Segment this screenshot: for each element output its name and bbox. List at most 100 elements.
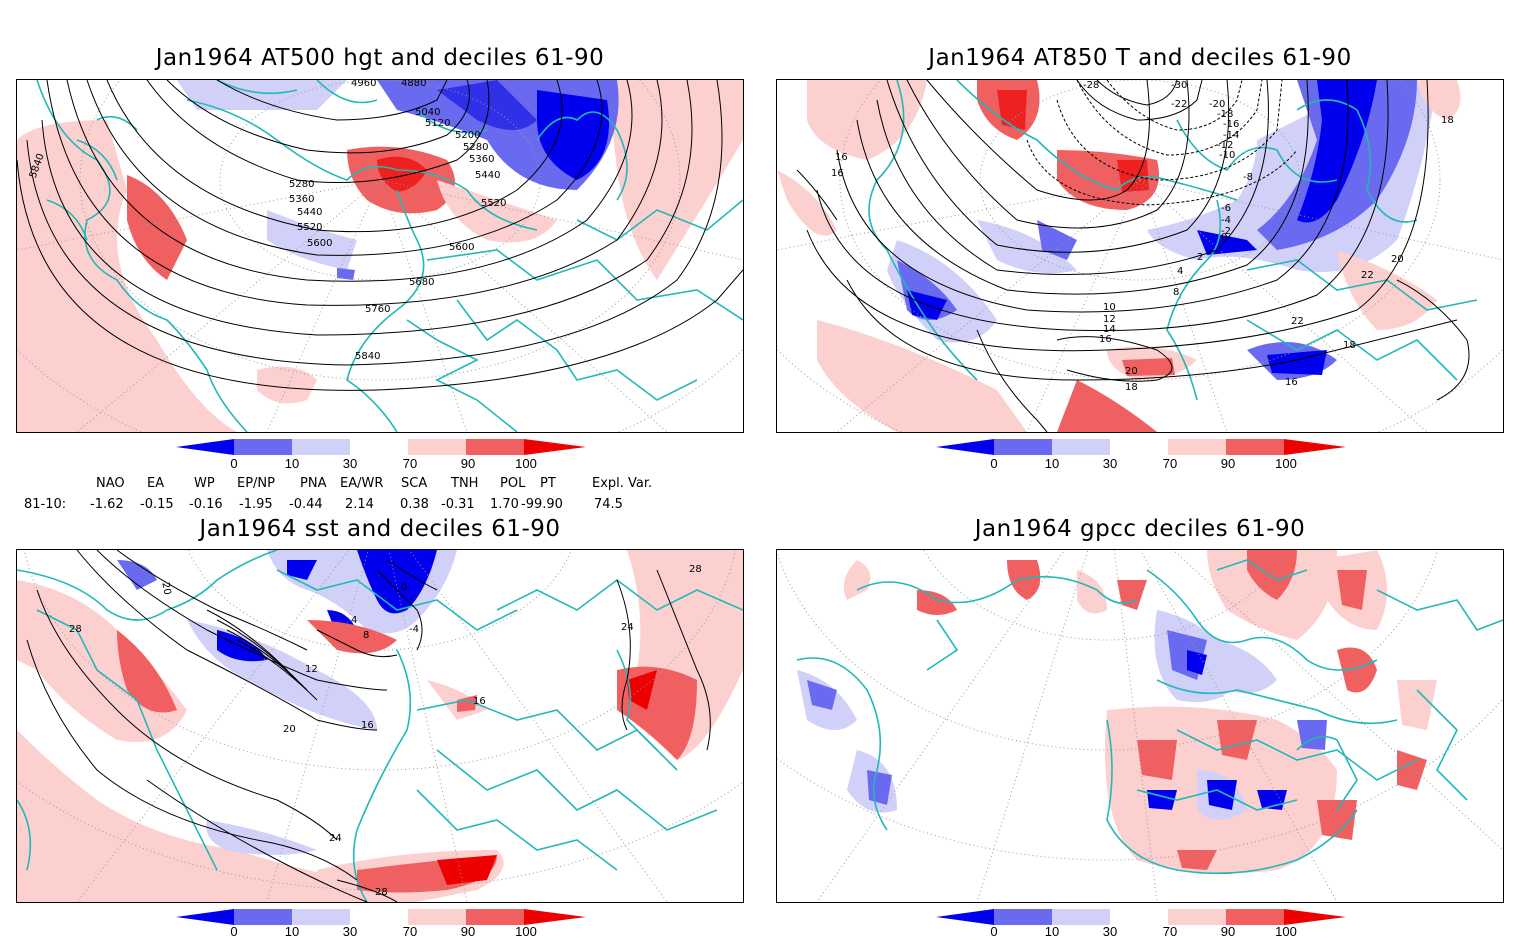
- index-value: 2.14: [345, 497, 374, 512]
- svg-text:16: 16: [473, 696, 486, 707]
- svg-text:5760: 5760: [365, 304, 390, 315]
- colorbar-tick: 70: [402, 924, 418, 939]
- map-sst: 28 20 0 4 8 12 16 20 24 28 24 28 16 -4: [16, 549, 744, 903]
- svg-text:24: 24: [621, 622, 634, 633]
- colorbar-hgt500: 0 10 30 70 90 100: [176, 438, 586, 474]
- colorbar-tick: 100: [515, 924, 537, 939]
- svg-text:5520: 5520: [297, 222, 322, 233]
- svg-text:4: 4: [1177, 266, 1183, 277]
- svg-text:12: 12: [305, 664, 318, 675]
- index-value: -1.95: [239, 497, 273, 512]
- index-row-label: 81-10:: [24, 497, 67, 512]
- temperature-contours: [796, 80, 1470, 432]
- coastlines: [36, 80, 743, 432]
- index-header: POL: [500, 476, 526, 491]
- colorbar-swatch: [350, 909, 408, 925]
- index-header: EA/WR: [340, 476, 384, 491]
- colorbar-swatch: [292, 439, 350, 455]
- map-gpcc: [776, 549, 1504, 903]
- svg-text:-4: -4: [409, 624, 419, 635]
- svg-text:-10: -10: [1219, 150, 1235, 161]
- map-t850: -28 -30 -22 -20 -18 -16 -14 -12 -10 -8 -…: [776, 79, 1504, 433]
- colorbar-swatch: [1052, 439, 1110, 455]
- colorbar-tick: 10: [284, 456, 300, 471]
- negative-contours: [1026, 80, 1298, 206]
- svg-text:5440: 5440: [297, 207, 322, 218]
- index-header: PT: [540, 476, 556, 491]
- colorbar-tick: 100: [515, 456, 537, 471]
- decile-shading: [17, 550, 743, 902]
- svg-text:20: 20: [1391, 254, 1404, 265]
- index-value: -0.15: [140, 497, 174, 512]
- svg-text:-18: -18: [1217, 109, 1233, 120]
- svg-text:20: 20: [159, 581, 172, 595]
- colorbar-swatch: [466, 909, 524, 925]
- svg-text:28: 28: [375, 887, 388, 898]
- colorbar-swatches: [936, 439, 1346, 455]
- index-value: -0.44: [289, 497, 323, 512]
- colorbar-swatch: [994, 439, 1052, 455]
- colorbar-swatch: [1226, 439, 1284, 455]
- index-header: EP/NP: [237, 476, 275, 491]
- colorbar-swatch: [994, 909, 1052, 925]
- panel-title-hgt500: Jan1964 AT500 hgt and deciles 61-90: [155, 45, 605, 71]
- graticule: [777, 550, 1503, 902]
- index-header: PNA: [300, 476, 327, 491]
- svg-text:16: 16: [831, 168, 844, 179]
- svg-text:18: 18: [1343, 340, 1356, 351]
- index-value: 1.70: [490, 497, 519, 512]
- index-value: 74.5: [594, 497, 623, 512]
- svg-text:12: 12: [1103, 314, 1116, 325]
- colorbar-end-triangle: [1284, 909, 1346, 925]
- svg-text:0: 0: [1221, 232, 1227, 243]
- svg-text:5200: 5200: [455, 130, 480, 141]
- contour-labels: -28 -30 -22 -20 -18 -16 -14 -12 -10 -8 -…: [831, 80, 1454, 393]
- sst-contours: [26, 550, 711, 902]
- decile-shading: [17, 80, 743, 432]
- colorbar-tick: 30: [1102, 456, 1118, 471]
- svg-text:-6: -6: [1221, 203, 1231, 214]
- colorbar-tick: 0: [230, 456, 238, 471]
- svg-text:16: 16: [1285, 377, 1298, 388]
- index-value: -0.16: [189, 497, 223, 512]
- colorbar-swatches: [936, 909, 1346, 925]
- svg-text:5600: 5600: [307, 238, 332, 249]
- index-value: 0.38: [400, 497, 429, 512]
- colorbar-end-triangle: [524, 439, 586, 455]
- index-header: WP: [194, 476, 215, 491]
- svg-text:5120: 5120: [425, 118, 450, 129]
- svg-text:28: 28: [69, 624, 82, 635]
- panel-title-sst: Jan1964 sst and deciles 61-90: [199, 516, 561, 542]
- colorbar-swatch: [234, 439, 292, 455]
- svg-text:-12: -12: [1217, 140, 1233, 151]
- index-header: SCA: [401, 476, 428, 491]
- colorbar-tick: 70: [1162, 924, 1178, 939]
- graticule: [17, 80, 743, 432]
- colorbar-swatch: [350, 439, 408, 455]
- panel-title-t850: Jan1964 AT850 T and deciles 61-90: [928, 45, 1352, 71]
- decile-shading: [777, 80, 1461, 432]
- svg-text:20: 20: [283, 724, 296, 735]
- colorbar-tick: 90: [460, 924, 476, 939]
- svg-text:20: 20: [1125, 366, 1138, 377]
- svg-text:8: 8: [363, 630, 369, 641]
- svg-text:5440: 5440: [475, 170, 500, 181]
- colorbar-end-triangle: [176, 909, 234, 925]
- svg-text:-20: -20: [1209, 99, 1225, 110]
- colorbar-swatch: [1110, 909, 1168, 925]
- colorbar-tick: 30: [342, 924, 358, 939]
- colorbar-swatch: [1110, 439, 1168, 455]
- svg-text:5600: 5600: [449, 242, 474, 253]
- svg-text:-16: -16: [1223, 119, 1239, 130]
- index-header: EA: [147, 476, 165, 491]
- height-contours: [17, 80, 743, 391]
- colorbar-tick: 10: [284, 924, 300, 939]
- colorbar-swatch: [234, 909, 292, 925]
- svg-text:5360: 5360: [289, 194, 314, 205]
- colorbar-end-triangle: [176, 439, 234, 455]
- svg-text:22: 22: [1361, 270, 1374, 281]
- svg-text:5280: 5280: [463, 142, 488, 153]
- colorbar-swatch: [1226, 909, 1284, 925]
- svg-text:4960: 4960: [351, 80, 376, 89]
- colorbar-gpcc: 0 10 30 70 90 100: [936, 908, 1346, 940]
